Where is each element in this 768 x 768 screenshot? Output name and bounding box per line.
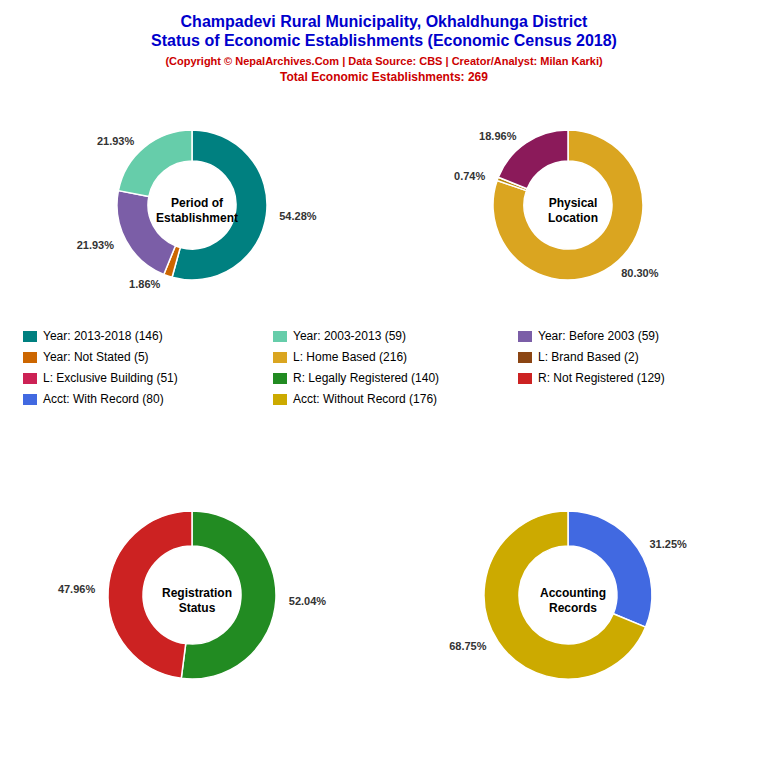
svg-text:Establishment: Establishment [156, 211, 238, 225]
svg-text:Year: 2003-2013 (59): Year: 2003-2013 (59) [293, 329, 406, 343]
svg-text:1.86%: 1.86% [129, 278, 160, 290]
svg-text:21.93%: 21.93% [97, 135, 135, 147]
svg-text:Acct: Without Record (176): Acct: Without Record (176) [293, 392, 437, 406]
svg-text:Registration: Registration [162, 586, 232, 600]
svg-text:21.93%: 21.93% [77, 239, 115, 251]
svg-text:47.96%: 47.96% [58, 583, 96, 595]
svg-text:Year: Not Stated (5): Year: Not Stated (5) [43, 350, 149, 364]
svg-text:Period of: Period of [171, 196, 224, 210]
svg-text:31.25%: 31.25% [649, 538, 687, 550]
svg-text:80.30%: 80.30% [621, 267, 659, 279]
svg-text:Status: Status [179, 601, 216, 615]
svg-text:18.96%: 18.96% [479, 130, 517, 142]
svg-text:R: Not Registered (129): R: Not Registered (129) [538, 371, 665, 385]
svg-text:Acct: With Record (80): Acct: With Record (80) [43, 392, 164, 406]
svg-text:Location: Location [548, 211, 598, 225]
svg-text:Champadevi Rural Municipality,: Champadevi Rural Municipality, Okhaldhun… [181, 13, 589, 30]
svg-text:0.74%: 0.74% [454, 170, 485, 182]
svg-text:L: Home Based (216): L: Home Based (216) [293, 350, 407, 364]
svg-text:Records: Records [549, 601, 597, 615]
svg-text:Accounting: Accounting [540, 586, 606, 600]
svg-text:54.28%: 54.28% [279, 210, 317, 222]
svg-text:68.75%: 68.75% [449, 640, 487, 652]
svg-text:(Copyright © NepalArchives.Com: (Copyright © NepalArchives.Com | Data So… [165, 55, 603, 67]
svg-text:52.04%: 52.04% [289, 595, 327, 607]
svg-text:L: Brand Based (2): L: Brand Based (2) [538, 350, 639, 364]
svg-text:Total Economic Establishments:: Total Economic Establishments: 269 [280, 70, 488, 84]
svg-text:R: Legally Registered (140): R: Legally Registered (140) [293, 371, 439, 385]
svg-text:Status of Economic Establishme: Status of Economic Establishments (Econo… [151, 32, 617, 49]
svg-text:Year: Before 2003 (59): Year: Before 2003 (59) [538, 329, 659, 343]
svg-text:L: Exclusive Building (51): L: Exclusive Building (51) [43, 371, 178, 385]
svg-text:Physical: Physical [549, 196, 598, 210]
svg-text:Year: 2013-2018 (146): Year: 2013-2018 (146) [43, 329, 163, 343]
